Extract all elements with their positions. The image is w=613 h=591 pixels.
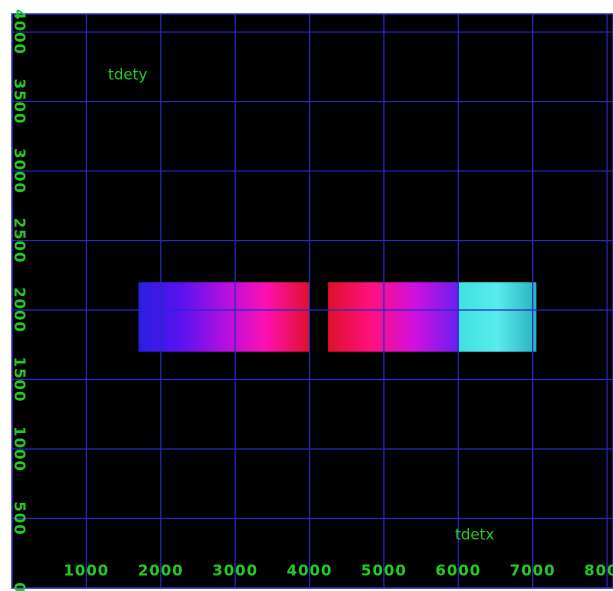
y-tick-label: 3500: [11, 79, 29, 125]
y-tick-label: 2000: [11, 287, 29, 333]
x-tick-label: 2000: [138, 562, 184, 580]
y-tick-label: 1000: [11, 426, 29, 472]
x-tick-label: 4000: [287, 562, 333, 580]
marks: [138, 282, 537, 352]
labels: tdety tdetx 1000 2000 3000 4000 5000 6000 7000…: [11, 9, 613, 591]
intensity-region: [138, 282, 310, 352]
y-tick-label: 3000: [11, 148, 29, 194]
y-axis-label: tdety: [108, 66, 148, 84]
y-tick-label: 0: [11, 582, 29, 591]
intensity-region: [328, 282, 459, 352]
x-tick-label: 6000: [435, 562, 481, 580]
x-tick-label: 5000: [361, 562, 407, 580]
y-tick-label: 4000: [11, 9, 29, 55]
plot-border: [11, 13, 613, 589]
y-tick-label: 2500: [11, 218, 29, 264]
grid: [11, 13, 613, 589]
y-tick-label: 500: [11, 501, 29, 535]
x-tick-label: 8000: [584, 562, 613, 580]
x-tick-label: 1000: [64, 562, 110, 580]
x-tick-label: 3000: [212, 562, 258, 580]
intensity-region: [458, 282, 537, 352]
x-axis-label: tdetx: [455, 526, 495, 544]
y-tick-label: 1500: [11, 357, 29, 403]
x-tick-label: 7000: [510, 562, 556, 580]
